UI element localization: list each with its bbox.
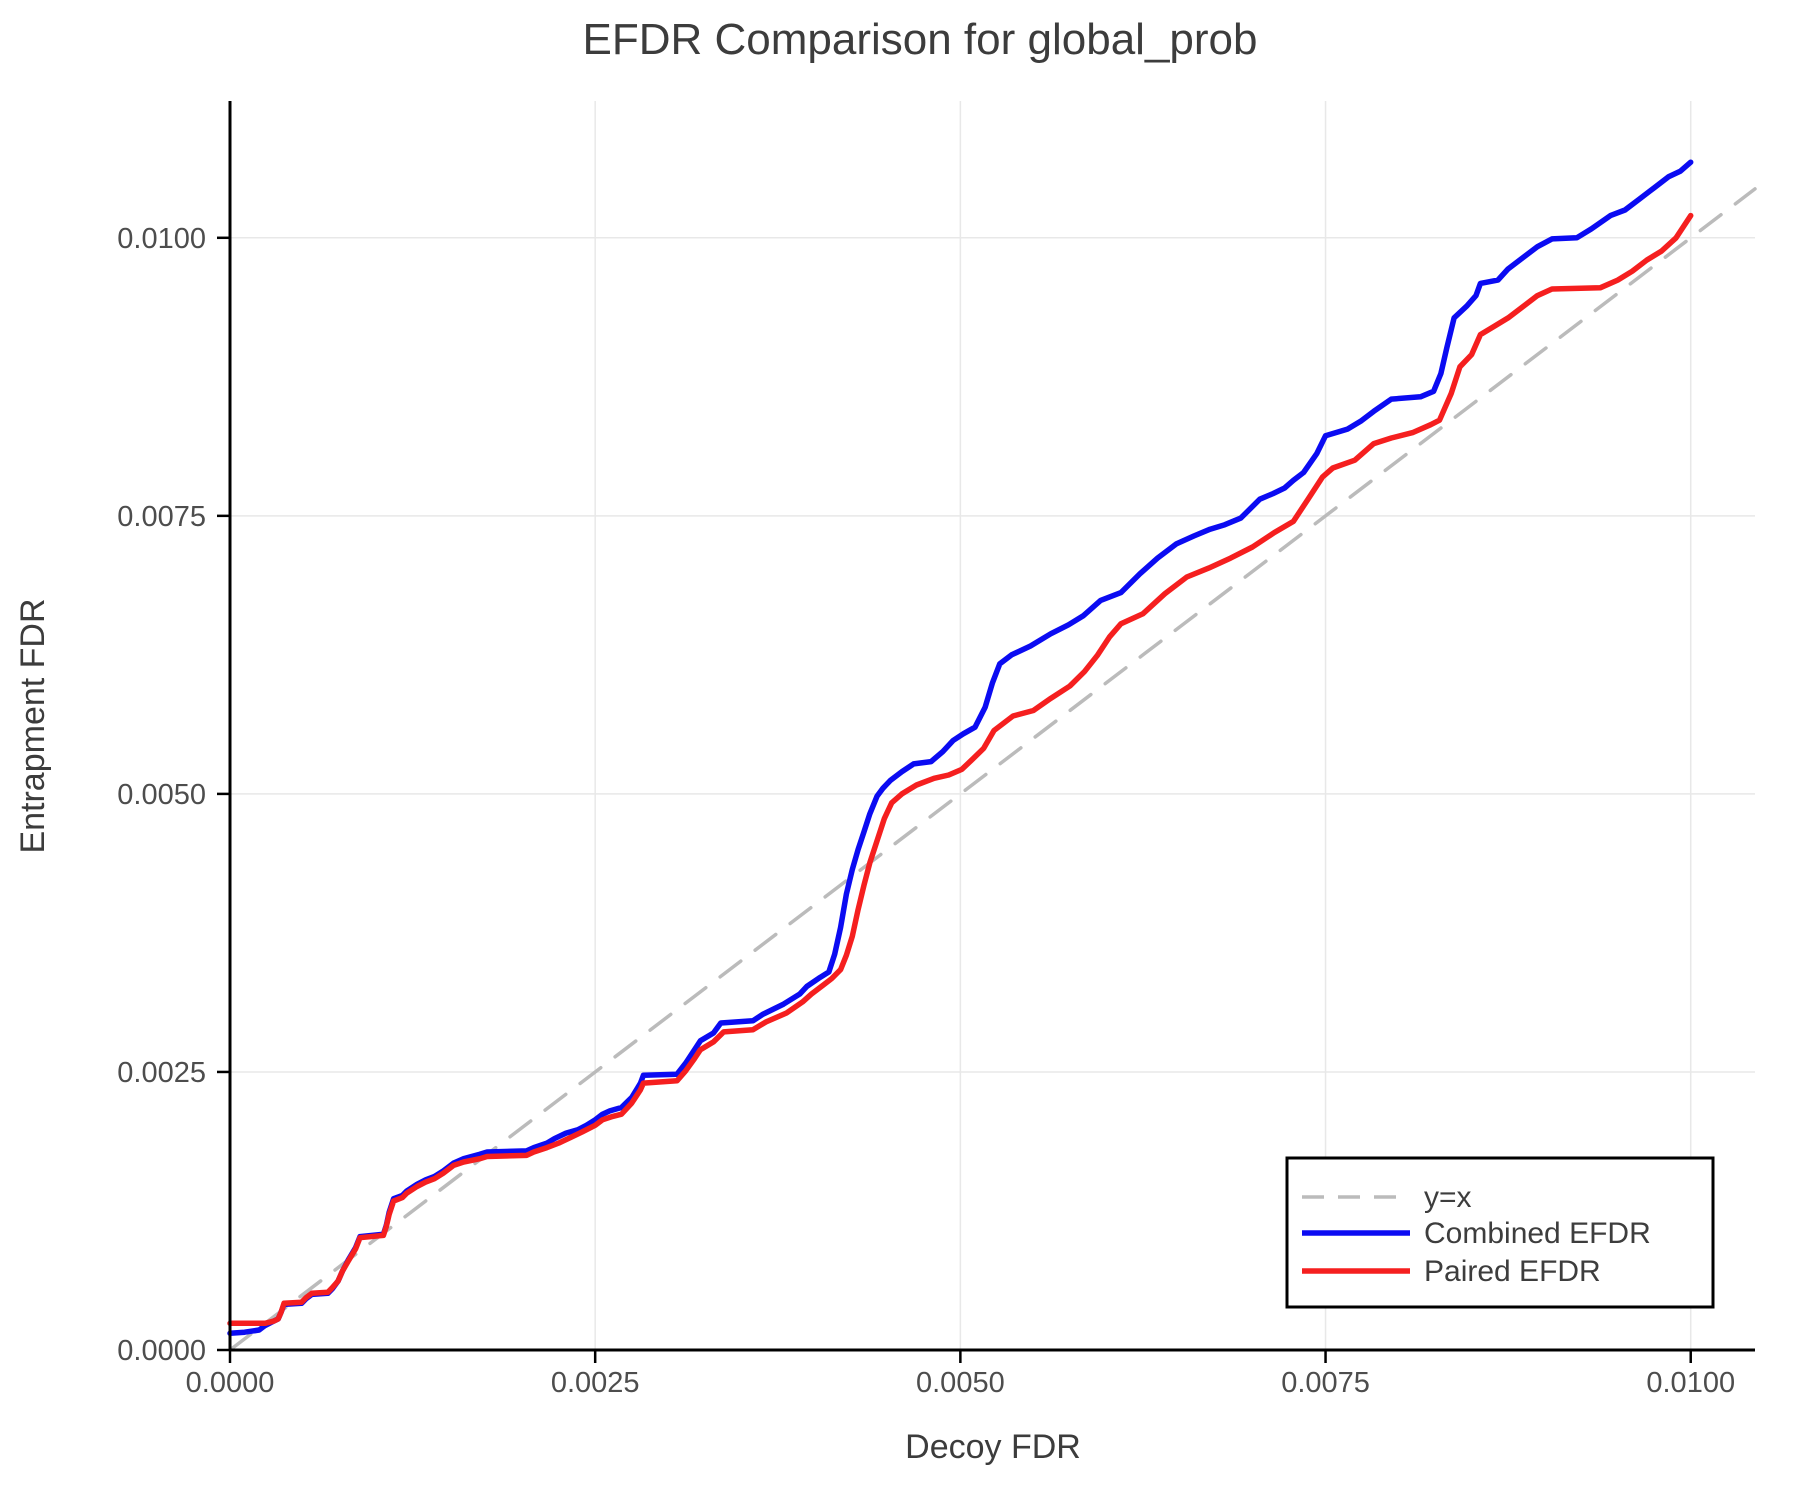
series-line-paired-efdr — [227, 212, 1694, 1327]
y-tick-label: 0.0025 — [117, 1057, 206, 1089]
x-tick-label: 0.0000 — [186, 1367, 275, 1399]
axis-layer — [217, 101, 1755, 1363]
x-axis-label: Decoy FDR — [905, 1428, 1081, 1466]
x-tick-label: 0.0100 — [1646, 1367, 1735, 1399]
tick-label-layer: 0.0000 0.0025 0.0050 0.0075 0.0100 0.0000 0.00… — [117, 223, 1735, 1399]
y-tick-label: 0.0050 — [117, 779, 206, 811]
legend-label-combined: Combined EFDR — [1424, 1217, 1651, 1250]
chart-title: EFDR Comparison for global_prob — [583, 15, 1258, 64]
legend-label-diagonal: y=x — [1424, 1181, 1472, 1214]
legend: y=x Combined EFDR Paired EFDR — [1285, 1156, 1715, 1309]
y-tick-label: 0.0000 — [117, 1335, 206, 1367]
y-axis-label: Entrapment FDR — [14, 598, 52, 853]
y-tick-label: 0.0100 — [117, 223, 206, 255]
y-tick-label: 0.0075 — [117, 501, 206, 533]
x-tick-label: 0.0075 — [1281, 1367, 1370, 1399]
series-layer — [227, 159, 1757, 1352]
x-tick-label: 0.0050 — [916, 1367, 1005, 1399]
x-tick-label: 0.0025 — [551, 1367, 640, 1399]
legend-label-paired: Paired EFDR — [1424, 1255, 1601, 1288]
